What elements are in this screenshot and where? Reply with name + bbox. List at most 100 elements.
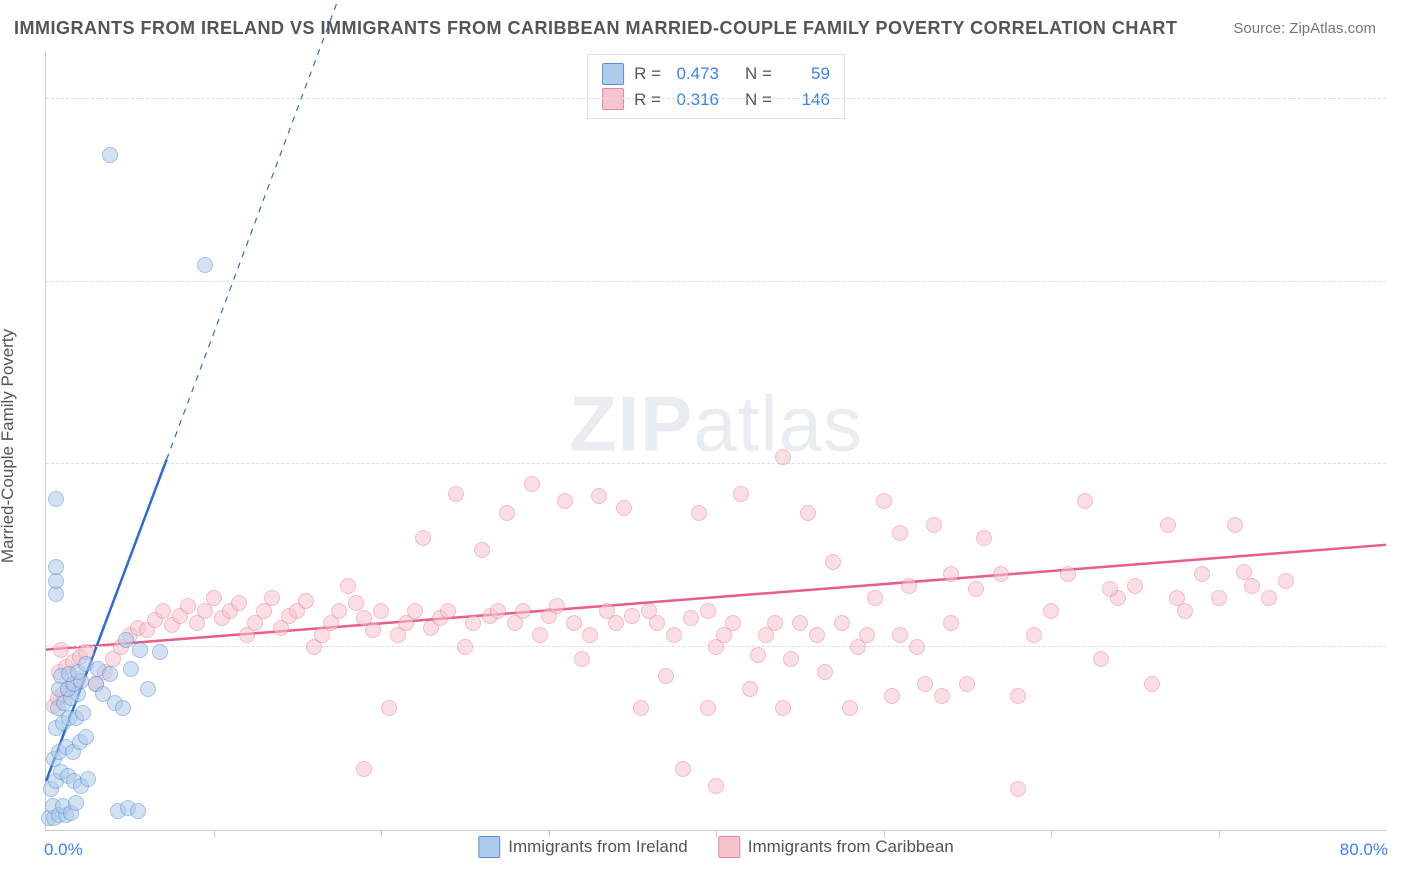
point-series2 [683,610,699,626]
point-series2 [817,664,833,680]
point-series2 [892,525,908,541]
x-tick [1219,830,1220,838]
point-series2 [524,476,540,492]
n-label-s2: N = [745,87,772,113]
r-label-s1: R = [634,61,661,87]
watermark-zip: ZIP [569,380,693,468]
point-series2 [943,615,959,631]
y-tick-label: 22.5% [1396,272,1406,292]
point-series2 [53,642,69,658]
stats-row-series2: R = 0.316 N = 146 [602,87,830,113]
legend-label-s1: Immigrants from Ireland [508,837,688,857]
point-series2 [331,603,347,619]
n-label-s1: N = [745,61,772,87]
point-series2 [842,700,858,716]
point-series2 [859,627,875,643]
point-series2 [825,554,841,570]
x-tick [549,830,550,838]
point-series2 [1227,517,1243,533]
point-series1 [102,666,118,682]
point-series1 [48,491,64,507]
point-series2 [633,700,649,716]
point-series2 [591,488,607,504]
point-series2 [867,590,883,606]
n-value-s1: 59 [782,61,830,87]
point-series2 [440,603,456,619]
stats-row-series1: R = 0.473 N = 59 [602,61,830,87]
point-series2 [1261,590,1277,606]
chart-title: IMMIGRANTS FROM IRELAND VS IMMIGRANTS FR… [14,18,1177,39]
point-series2 [909,639,925,655]
point-series2 [373,603,389,619]
point-series2 [934,688,950,704]
point-series1 [48,573,64,589]
point-series2 [775,449,791,465]
point-series2 [976,530,992,546]
point-series1 [78,729,94,745]
point-series2 [608,615,624,631]
point-series2 [1093,651,1109,667]
point-series2 [616,500,632,516]
legend-label-s2: Immigrants from Caribbean [748,837,954,857]
point-series2 [926,517,942,533]
point-series1 [48,559,64,575]
point-series2 [809,627,825,643]
point-series2 [968,581,984,597]
n-value-s2: 146 [782,87,830,113]
point-series1 [132,642,148,658]
watermark-text: ZIPatlas [569,379,863,470]
point-series2 [917,676,933,692]
swatch-series1 [602,63,624,85]
point-series1 [68,795,84,811]
y-tick-label: 15.0% [1396,454,1406,474]
point-series2 [1127,578,1143,594]
point-series2 [708,778,724,794]
source-name: ZipAtlas.com [1289,20,1376,37]
point-series2 [725,615,741,631]
point-series2 [457,639,473,655]
point-series2 [800,505,816,521]
point-series2 [1077,493,1093,509]
point-series2 [340,578,356,594]
point-series2 [298,593,314,609]
legend-swatch-s1 [478,836,500,858]
point-series2 [582,627,598,643]
point-series2 [691,505,707,521]
point-series2 [515,603,531,619]
x-tick-min: 0.0% [44,840,83,860]
swatch-series2 [602,88,624,110]
point-series2 [365,622,381,638]
point-series2 [557,493,573,509]
point-series2 [1160,517,1176,533]
point-series1 [115,700,131,716]
point-series2 [742,681,758,697]
r-label-s2: R = [634,87,661,113]
stats-legend-box: R = 0.473 N = 59 R = 0.316 N = 146 [587,54,845,119]
gridline-h [46,463,1386,464]
r-value-s2: 0.316 [671,87,719,113]
point-series2 [1043,603,1059,619]
point-series2 [876,493,892,509]
y-tick-label: 30.0% [1396,89,1406,109]
point-series1 [102,147,118,163]
point-series2 [381,700,397,716]
source-label: Source: [1233,20,1285,37]
legend-item-s2: Immigrants from Caribbean [718,836,954,858]
scatter-plot-area: ZIPatlas R = 0.473 N = 59 R = 0.316 N = … [45,50,1386,831]
gridline-h [46,281,1386,282]
x-tick-max: 80.0% [1340,840,1388,860]
point-series2 [155,603,171,619]
point-series2 [675,761,691,777]
point-series2 [264,590,280,606]
r-value-s1: 0.473 [671,61,719,87]
point-series2 [1010,688,1026,704]
point-series2 [1026,627,1042,643]
point-series2 [783,651,799,667]
point-series2 [231,595,247,611]
point-series2 [792,615,808,631]
x-tick [716,830,717,838]
point-series2 [901,578,917,594]
y-axis-label: Married-Couple Family Poverty [0,329,18,563]
point-series2 [767,615,783,631]
point-series1 [152,644,168,660]
